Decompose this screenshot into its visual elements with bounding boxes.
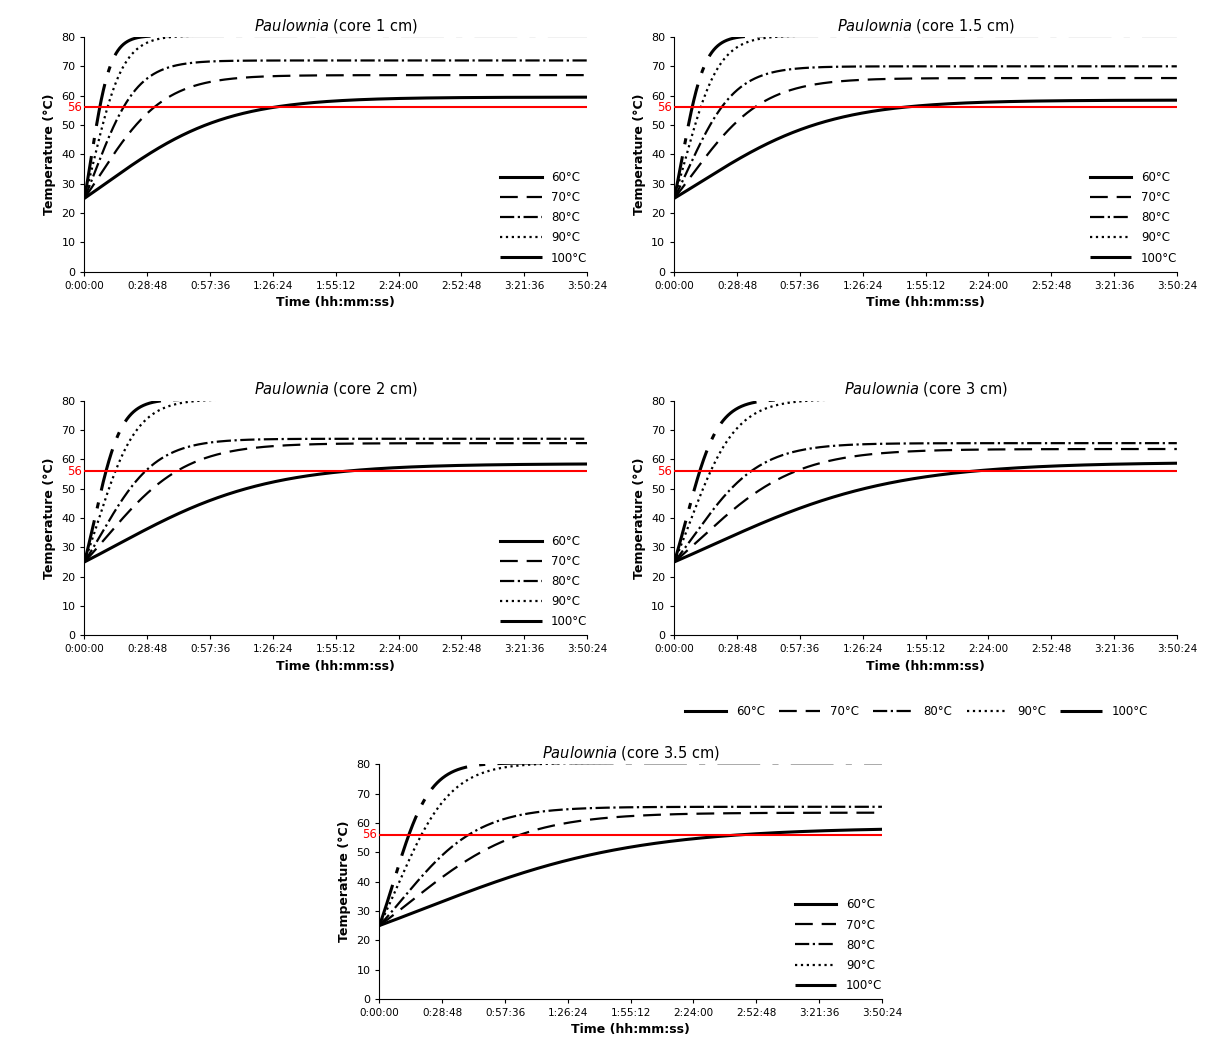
Legend: 60°C, 70°C, 80°C, 90°C, 100°C: 60°C, 70°C, 80°C, 90°C, 100°C xyxy=(496,531,593,633)
X-axis label: Time (hh:mm:ss): Time (hh:mm:ss) xyxy=(571,1023,690,1037)
X-axis label: Time (hh:mm:ss): Time (hh:mm:ss) xyxy=(276,660,395,673)
Y-axis label: Temperature (°C): Temperature (°C) xyxy=(42,458,56,578)
Legend: 60°C, 70°C, 80°C, 90°C, 100°C: 60°C, 70°C, 80°C, 90°C, 100°C xyxy=(791,894,887,997)
Y-axis label: Temperature (°C): Temperature (°C) xyxy=(632,94,646,215)
Y-axis label: Temperature (°C): Temperature (°C) xyxy=(338,821,351,942)
Title: $\it{Paulownia}$ (core 3 cm): $\it{Paulownia}$ (core 3 cm) xyxy=(844,381,1008,398)
X-axis label: Time (hh:mm:ss): Time (hh:mm:ss) xyxy=(276,296,395,310)
Title: $\it{Paulownia}$ (core 1.5 cm): $\it{Paulownia}$ (core 1.5 cm) xyxy=(836,17,1015,35)
Text: 56: 56 xyxy=(68,464,82,478)
Y-axis label: Temperature (°C): Temperature (°C) xyxy=(632,458,646,578)
Title: $\it{Paulownia}$ (core 2 cm): $\it{Paulownia}$ (core 2 cm) xyxy=(253,381,418,398)
Legend: 60°C, 70°C, 80°C, 90°C, 100°C: 60°C, 70°C, 80°C, 90°C, 100°C xyxy=(1085,166,1182,270)
Legend: 60°C, 70°C, 80°C, 90°C, 100°C: 60°C, 70°C, 80°C, 90°C, 100°C xyxy=(681,701,1153,723)
Text: 56: 56 xyxy=(68,100,82,114)
Title: $\it{Paulownia}$ (core 3.5 cm): $\it{Paulownia}$ (core 3.5 cm) xyxy=(542,744,719,762)
Text: 56: 56 xyxy=(657,100,672,114)
Y-axis label: Temperature (°C): Temperature (°C) xyxy=(42,94,56,215)
Legend: 60°C, 70°C, 80°C, 90°C, 100°C: 60°C, 70°C, 80°C, 90°C, 100°C xyxy=(496,166,593,270)
Text: 56: 56 xyxy=(657,464,672,478)
Title: $\it{Paulownia}$ (core 1 cm): $\it{Paulownia}$ (core 1 cm) xyxy=(253,17,418,35)
Text: 56: 56 xyxy=(362,828,377,841)
X-axis label: Time (hh:mm:ss): Time (hh:mm:ss) xyxy=(867,660,985,673)
X-axis label: Time (hh:mm:ss): Time (hh:mm:ss) xyxy=(867,296,985,310)
